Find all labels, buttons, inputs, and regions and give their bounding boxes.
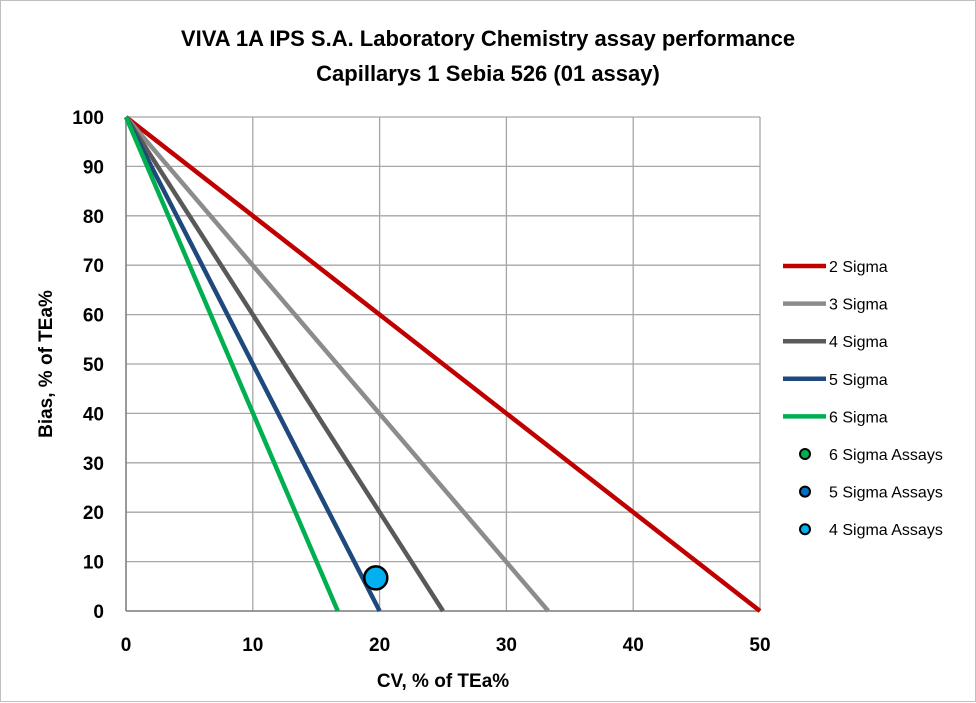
legend-label: 4 Sigma Assays bbox=[829, 522, 943, 539]
x-tick-label: 20 bbox=[369, 635, 390, 656]
legend-label: 6 Sigma bbox=[829, 409, 888, 426]
x-axis-label: CV, % of TEa% bbox=[377, 671, 509, 692]
legend-label: 3 Sigma bbox=[829, 297, 888, 314]
assay-point bbox=[363, 565, 389, 591]
y-tick-label: 20 bbox=[83, 503, 104, 524]
legend-label: 6 Sigma Assays bbox=[829, 447, 943, 464]
sigma-line-3-sigma bbox=[124, 115, 550, 613]
legend-label: 5 Sigma bbox=[829, 372, 888, 389]
y-axis-label: Bias, % of TEa% bbox=[36, 290, 57, 438]
legend-label: 5 Sigma Assays bbox=[829, 485, 943, 502]
legend-marker-swatch bbox=[799, 485, 811, 498]
y-tick-label: 80 bbox=[83, 207, 104, 228]
y-tick-label: 50 bbox=[83, 355, 104, 376]
chart-title-line-2: Capillarys 1 Sebia 526 (01 assay) bbox=[316, 61, 660, 86]
x-tick-label: 40 bbox=[623, 635, 644, 656]
y-tick-label: 10 bbox=[83, 553, 104, 574]
legend-marker-swatch bbox=[799, 523, 811, 536]
chart-title-line-1: VIVA 1A IPS S.A. Laboratory Chemistry as… bbox=[181, 26, 795, 51]
sigma-line-4-sigma bbox=[124, 115, 445, 613]
y-tick-label: 40 bbox=[83, 404, 104, 425]
y-tick-label: 30 bbox=[83, 454, 104, 475]
sigma-line-2-sigma bbox=[124, 115, 762, 613]
y-tick-label: 70 bbox=[83, 256, 104, 277]
y-tick-label: 60 bbox=[83, 306, 104, 327]
x-tick-label: 10 bbox=[242, 635, 263, 656]
legend-marker-swatch bbox=[799, 448, 811, 460]
x-tick-label: 50 bbox=[749, 635, 770, 656]
legend-label: 2 Sigma bbox=[829, 259, 888, 276]
y-tick-label: 90 bbox=[83, 157, 104, 178]
sigma-line-5-sigma bbox=[123, 115, 382, 613]
y-tick-label: 0 bbox=[93, 602, 104, 623]
legend-label: 4 Sigma bbox=[829, 334, 888, 351]
x-tick-label: 30 bbox=[496, 635, 517, 656]
sigma-line-6-sigma bbox=[123, 116, 340, 612]
x-tick-label: 0 bbox=[121, 635, 132, 656]
y-tick-label: 100 bbox=[72, 108, 104, 129]
